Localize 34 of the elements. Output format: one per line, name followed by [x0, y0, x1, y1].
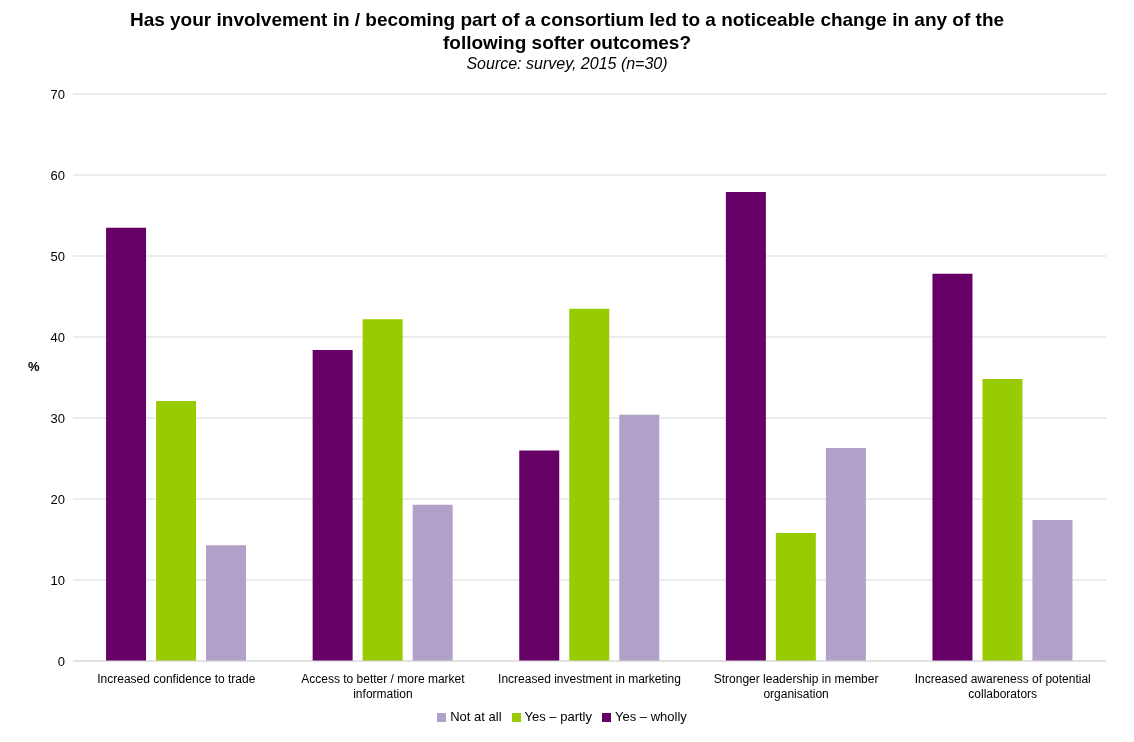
y-tick-label: 20 — [50, 491, 65, 507]
y-tick-label: 10 — [50, 572, 65, 588]
legend-label: Yes – partly — [524, 709, 592, 724]
y-axis-title: % — [28, 359, 40, 374]
y-tick-label: 70 — [50, 86, 65, 102]
legend-label: Not at all — [450, 709, 502, 724]
chart-subtitle: Source: survey, 2015 (n=30) — [465, 54, 669, 74]
bar — [825, 447, 866, 661]
bar — [206, 545, 247, 661]
legend-label: Yes – wholly — [614, 709, 687, 724]
y-tick-label: 60 — [50, 167, 65, 183]
bar — [156, 400, 197, 661]
bar — [725, 192, 766, 661]
bar — [312, 349, 353, 661]
bar — [362, 319, 403, 661]
y-tick-label: 50 — [50, 248, 65, 264]
bar — [1032, 520, 1073, 661]
x-tick-label: Access to better / more market information — [301, 672, 466, 701]
x-tick-label: Increased investment in marketing — [498, 672, 681, 686]
y-tick-label: 0 — [57, 653, 65, 669]
y-tick-label: 40 — [50, 329, 65, 345]
bar — [982, 379, 1023, 661]
x-tick-label: Increased confidence to trade — [97, 672, 256, 686]
bar — [569, 308, 610, 661]
x-tick-label: Stronger leadership in member organisation — [713, 672, 879, 701]
bar — [932, 273, 973, 661]
bar — [106, 227, 147, 661]
bar — [775, 533, 816, 661]
bar — [619, 414, 660, 661]
y-tick-label: 30 — [50, 410, 65, 426]
chart-title: Has your involvement in / becoming part of a consortium led to a noticeable change in any of the following softer outcomes? — [128, 8, 1006, 54]
x-tick-label: Increased awareness of potential collaborators — [914, 672, 1091, 701]
bar — [412, 504, 453, 661]
bar — [519, 450, 560, 661]
